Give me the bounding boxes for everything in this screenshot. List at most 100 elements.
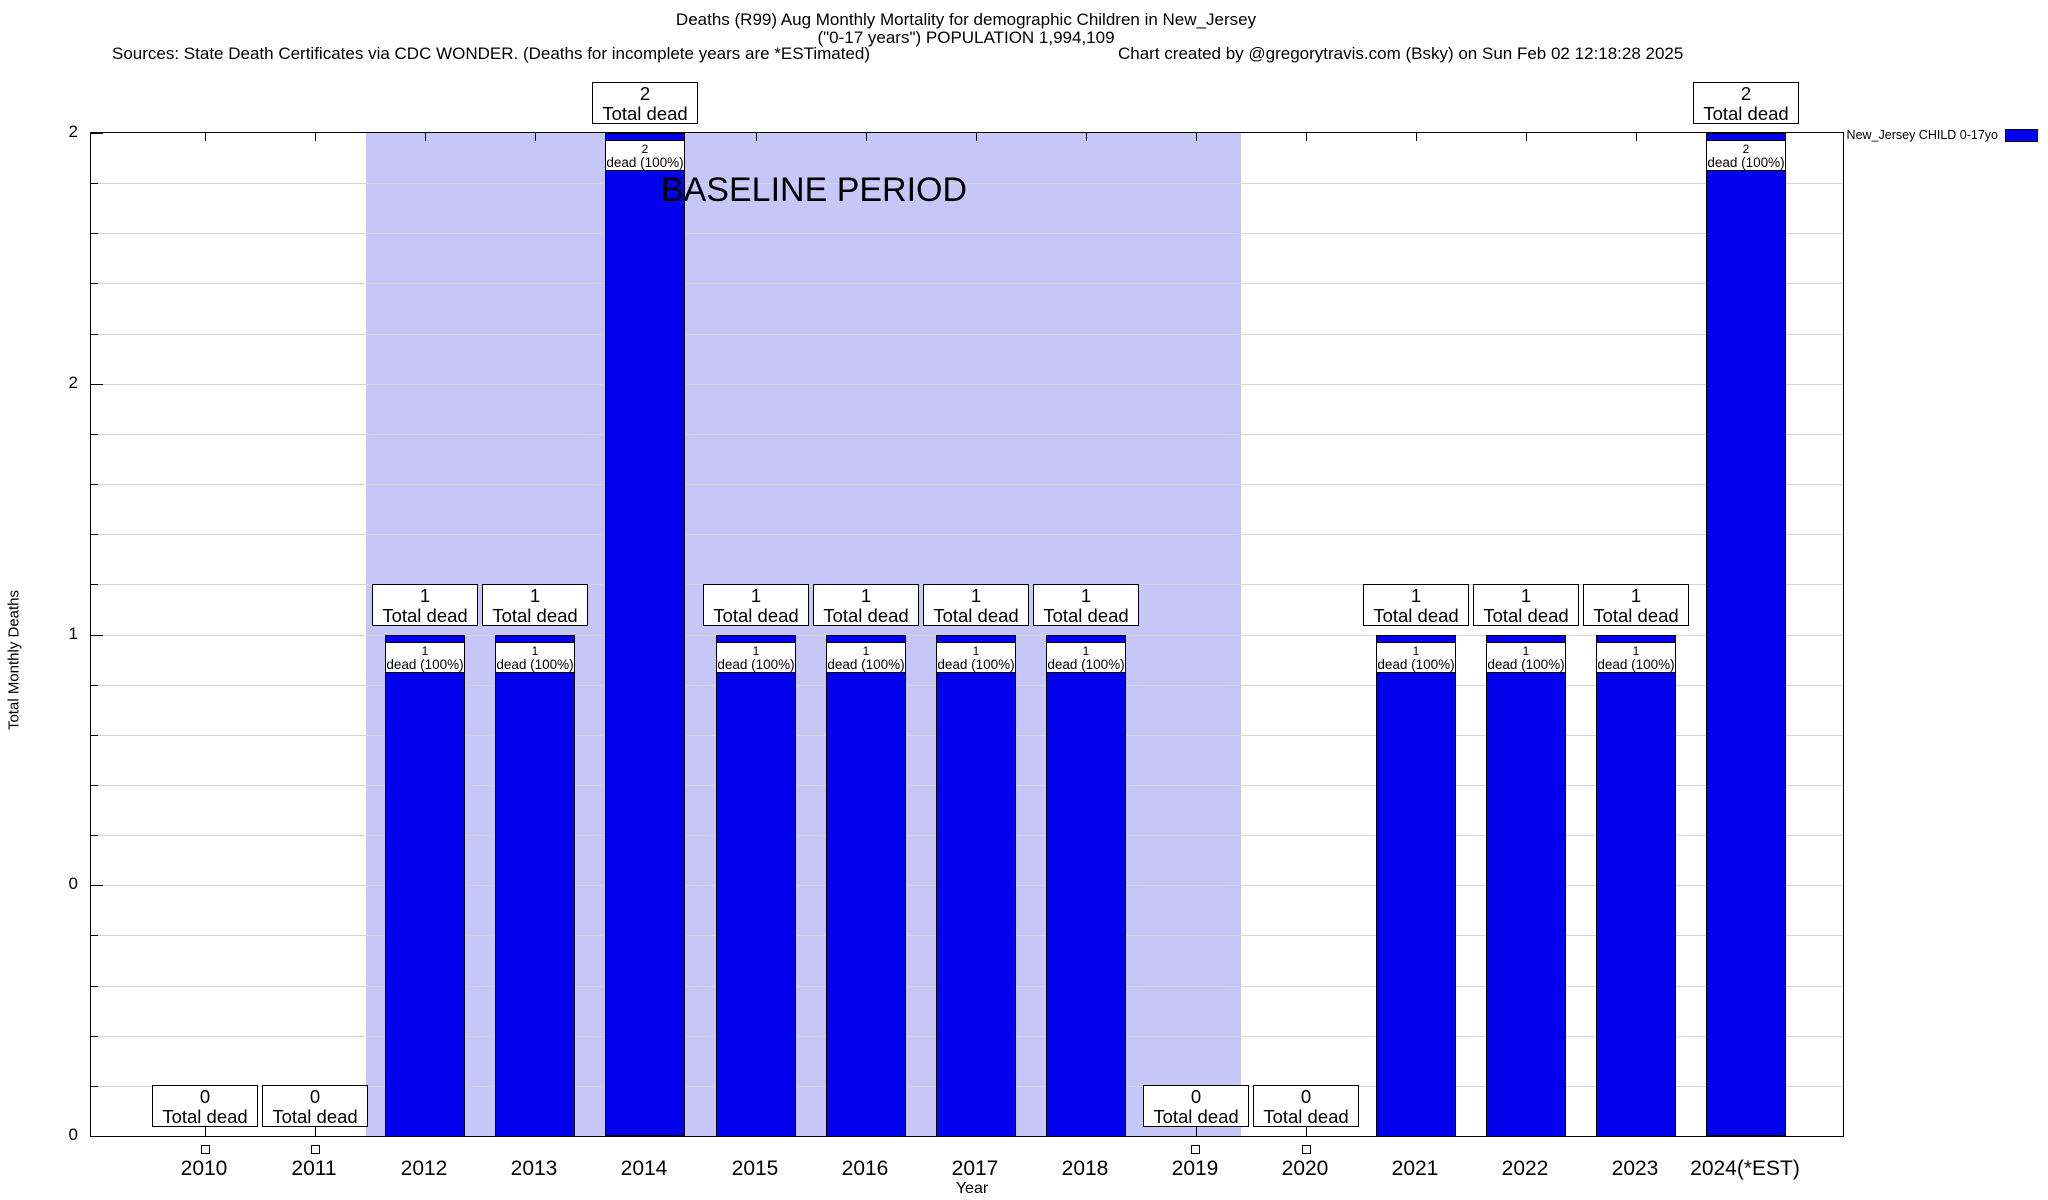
gridline bbox=[91, 283, 1843, 284]
y-axis-tick bbox=[91, 484, 98, 485]
y-axis-tick-label: 2 bbox=[68, 373, 78, 392]
bar-total-label-box: 2 Total dead bbox=[1693, 82, 1799, 124]
bar-inner-caption: dead (100%) bbox=[1597, 657, 1675, 672]
x-axis-top-tick bbox=[756, 133, 757, 141]
bar-total-caption: Total dead bbox=[823, 605, 909, 626]
bar-inner-value: 1 bbox=[1412, 644, 1420, 658]
x-axis-top-tick bbox=[1086, 133, 1087, 141]
zero-bar-pointer bbox=[205, 1127, 206, 1136]
bar-total-value: 0 bbox=[1300, 1086, 1312, 1107]
legend-series-label: New_Jersey CHILD 0-17yo bbox=[1846, 128, 1998, 142]
y-axis-tick bbox=[91, 183, 98, 184]
bar-inner-label-box: 2 dead (100%) bbox=[1706, 140, 1786, 171]
gridline bbox=[91, 183, 1843, 184]
bar-total-value: 1 bbox=[1520, 585, 1532, 606]
y-axis-tick bbox=[91, 1086, 98, 1087]
bar-inner-value: 1 bbox=[972, 644, 980, 658]
bar bbox=[495, 635, 575, 1137]
gridline bbox=[91, 233, 1843, 234]
bar-inner-value: 1 bbox=[862, 644, 870, 658]
bar-inner-label-box: 1 dead (100%) bbox=[826, 642, 906, 673]
bar-inner-label-box: 1 dead (100%) bbox=[1046, 642, 1126, 673]
y-axis-tick bbox=[91, 233, 98, 234]
bar-inner-label-box: 1 dead (100%) bbox=[936, 642, 1016, 673]
bar-inner-caption: dead (100%) bbox=[1377, 657, 1455, 672]
bar bbox=[936, 635, 1016, 1137]
bar bbox=[1706, 133, 1786, 1136]
bar-inner-caption: dead (100%) bbox=[1707, 155, 1785, 170]
bar bbox=[1486, 635, 1566, 1137]
zero-bar-pointer bbox=[1196, 1127, 1197, 1136]
baseline-period-label: BASELINE PERIOD bbox=[660, 171, 968, 209]
bar-inner-caption: dead (100%) bbox=[1487, 657, 1565, 672]
bar-inner-caption: dead (100%) bbox=[606, 155, 684, 170]
bar-inner-caption: dead (100%) bbox=[496, 657, 574, 672]
bar-inner-label-box: 1 dead (100%) bbox=[495, 642, 575, 673]
bar-total-label-box: 0 Total dead bbox=[262, 1085, 368, 1127]
y-axis-tick bbox=[91, 534, 98, 535]
chart-title-line1: Deaths (R99) Aug Monthly Mortality for d… bbox=[675, 10, 1257, 29]
x-axis-top-tick bbox=[205, 133, 206, 141]
gridline bbox=[91, 384, 1843, 385]
gridline bbox=[91, 434, 1843, 435]
bar-total-value: 1 bbox=[1080, 585, 1092, 606]
x-axis-tick-label: 2021 bbox=[1391, 1157, 1439, 1180]
bar-total-value: 0 bbox=[1190, 1086, 1202, 1107]
bar-total-value: 0 bbox=[199, 1086, 211, 1107]
bar-total-label-box: 1 Total dead bbox=[703, 584, 809, 626]
y-axis-tick bbox=[91, 1136, 103, 1137]
bar-inner-label-box: 1 dead (100%) bbox=[716, 642, 796, 673]
bar-inner-label-box: 2 dead (100%) bbox=[605, 140, 685, 171]
bar-inner-label-box: 1 dead (100%) bbox=[385, 642, 465, 673]
plot-area: BASELINE PERIOD 0 Total dead 0 Total dead 1 d… bbox=[90, 82, 1844, 1154]
y-axis-tick bbox=[91, 735, 98, 736]
bar-inner-caption: dead (100%) bbox=[827, 657, 905, 672]
y-axis-tick bbox=[91, 885, 103, 886]
x-axis-tick-label: 2011 bbox=[291, 1157, 337, 1180]
bar-total-label-box: 0 Total dead bbox=[1143, 1085, 1249, 1127]
bar-total-caption: Total dead bbox=[162, 1106, 248, 1127]
bar-total-label-box: 0 Total dead bbox=[152, 1085, 258, 1127]
bar-total-label-box: 1 Total dead bbox=[1583, 584, 1689, 626]
bar-total-value: 1 bbox=[1410, 585, 1422, 606]
y-axis-tick bbox=[91, 685, 98, 686]
zero-marker-square bbox=[201, 1145, 210, 1154]
x-axis-top-tick bbox=[425, 133, 426, 141]
bar-total-caption: Total dead bbox=[1483, 605, 1569, 626]
x-axis-tick-label: 2023 bbox=[1611, 1157, 1659, 1180]
bar-total-label-box: 1 Total dead bbox=[1033, 584, 1139, 626]
bar-total-caption: Total dead bbox=[933, 605, 1019, 626]
gridline bbox=[91, 484, 1843, 485]
x-axis-top-tick bbox=[1416, 133, 1417, 141]
bar-total-label-box: 1 Total dead bbox=[923, 584, 1029, 626]
bar bbox=[716, 635, 796, 1137]
bar-total-caption: Total dead bbox=[1593, 605, 1679, 626]
bar-total-caption: Total dead bbox=[1263, 1106, 1349, 1127]
x-axis-tick-label: 2012 bbox=[400, 1157, 448, 1180]
sources-note: Sources: State Death Certificates via CD… bbox=[112, 44, 871, 63]
gridline bbox=[91, 534, 1843, 535]
x-axis-top-tick bbox=[535, 133, 536, 141]
bar-inner-value: 1 bbox=[752, 644, 760, 658]
y-axis-tick bbox=[91, 584, 98, 585]
bar-total-caption: Total dead bbox=[1373, 605, 1459, 626]
gridline bbox=[91, 334, 1843, 335]
x-axis-tick-label: 2018 bbox=[1061, 1157, 1109, 1180]
x-axis-tick-label: 2014 bbox=[620, 1157, 668, 1180]
x-axis-tick-label: 2020 bbox=[1281, 1157, 1329, 1180]
bar-total-caption: Total dead bbox=[1703, 103, 1789, 124]
bar-inner-value: 1 bbox=[1632, 644, 1640, 658]
y-axis-tick bbox=[91, 635, 103, 636]
bar-total-label-box: 1 Total dead bbox=[1473, 584, 1579, 626]
credit-note: Chart created by @gregorytravis.com (Bsk… bbox=[1118, 44, 1684, 63]
bar-total-caption: Total dead bbox=[492, 605, 578, 626]
bar-inner-caption: dead (100%) bbox=[717, 657, 795, 672]
bar-total-label-box: 1 Total dead bbox=[482, 584, 588, 626]
bar-inner-value: 2 bbox=[1742, 142, 1750, 156]
y-axis-tick bbox=[91, 133, 103, 134]
bar-total-label-box: 0 Total dead bbox=[1253, 1085, 1359, 1127]
bar-total-value: 1 bbox=[529, 585, 541, 606]
x-axis-title: Year bbox=[955, 1180, 989, 1197]
bar-total-value: 1 bbox=[1630, 585, 1642, 606]
